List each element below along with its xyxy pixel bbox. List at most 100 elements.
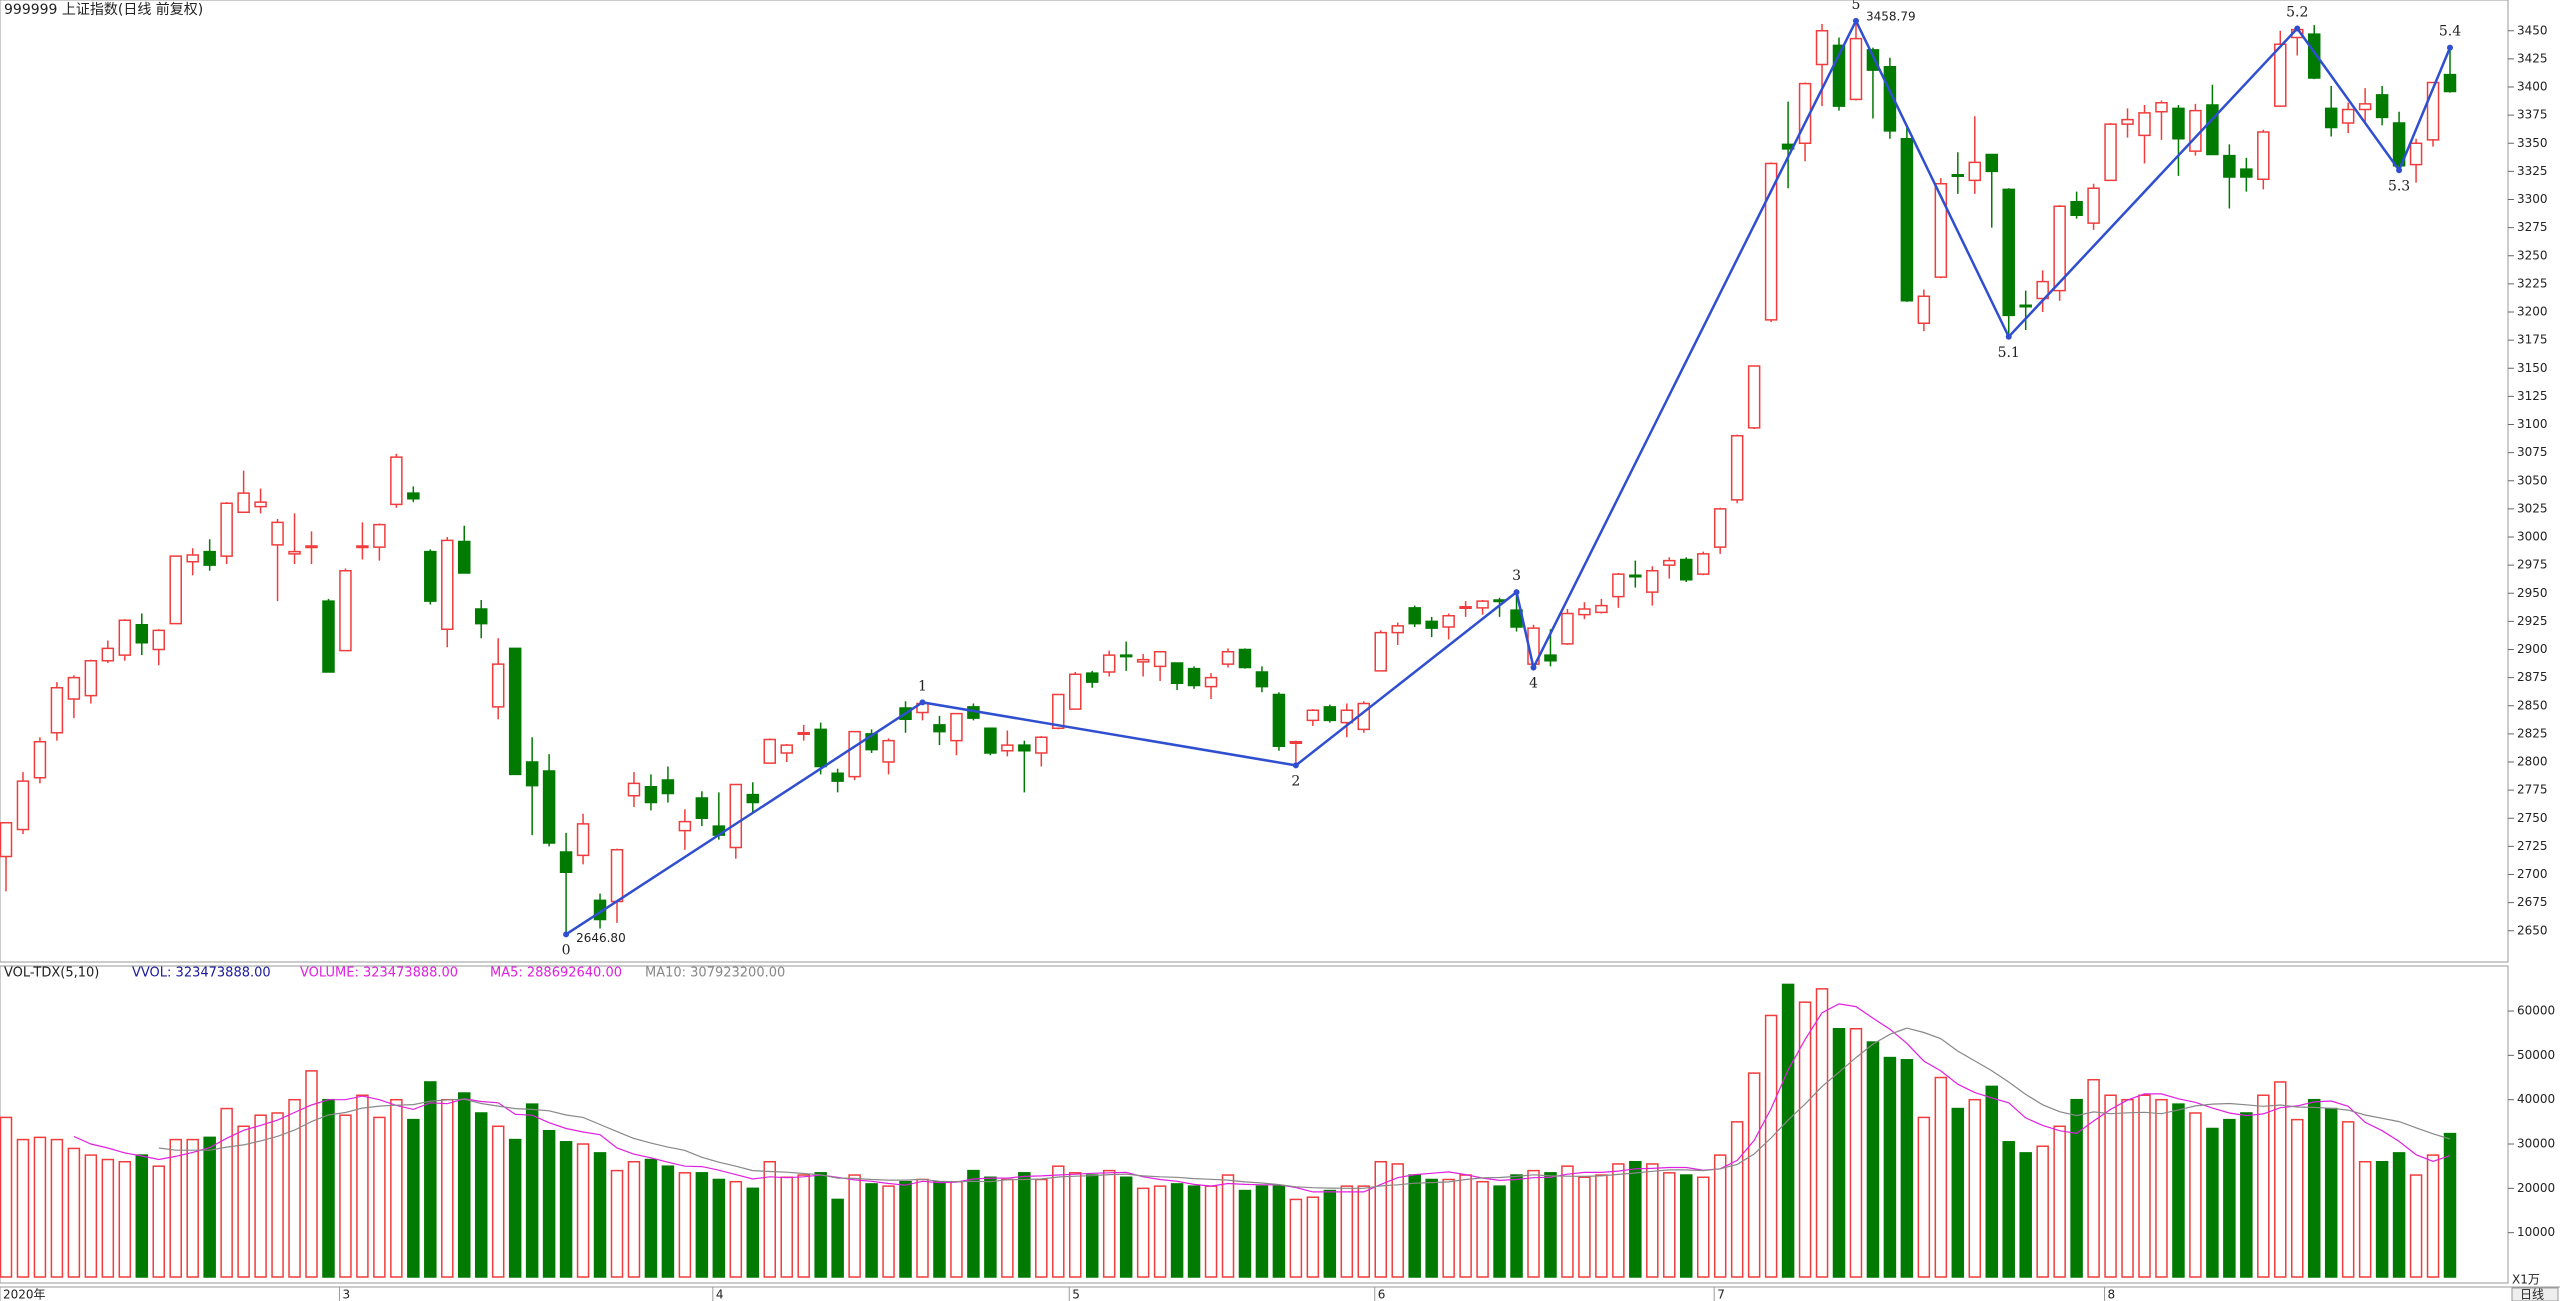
y-tick-label: 3375 xyxy=(2517,108,2548,122)
wave-point xyxy=(2294,25,2301,32)
wave-point xyxy=(1513,589,1520,596)
candle-body xyxy=(1204,676,1218,688)
volume-bar xyxy=(2307,1098,2321,1278)
volume-bar xyxy=(390,1098,403,1278)
candle-body xyxy=(186,554,199,563)
candle-body xyxy=(441,539,454,630)
volume-bar xyxy=(1832,1028,1846,1278)
volume-bar xyxy=(1493,1185,1506,1278)
volume-bar xyxy=(2223,1118,2236,1278)
volume-bar xyxy=(1985,1085,1998,1278)
y-tick-label: 2900 xyxy=(2517,642,2548,656)
candle-body xyxy=(0,822,13,858)
candle-body xyxy=(1917,295,1931,324)
candle-body xyxy=(491,663,505,708)
volume-bar xyxy=(712,1178,726,1278)
volume-bar xyxy=(2358,1160,2372,1278)
candle-body xyxy=(1900,138,1914,302)
volume-bar xyxy=(763,1160,776,1278)
candle-body xyxy=(1476,600,1489,609)
volume-bar xyxy=(1968,1098,1982,1278)
volume-bar xyxy=(339,1114,352,1278)
candle-body xyxy=(220,502,233,557)
candle-body xyxy=(831,772,844,782)
y-tick-label: 2650 xyxy=(2517,923,2548,937)
candle-body xyxy=(1951,174,1965,177)
wave-label: 3 xyxy=(1512,568,1521,584)
candle-body xyxy=(2172,107,2185,140)
volume-tick-label: 30000 xyxy=(2517,1137,2555,1151)
candle-body xyxy=(2070,201,2083,216)
volume-bar xyxy=(2426,1154,2440,1278)
volume-bar xyxy=(186,1138,199,1278)
volume-bar xyxy=(2019,1152,2032,1278)
volume-bar xyxy=(559,1141,573,1278)
candle-body xyxy=(1102,654,1116,673)
candle-body xyxy=(1595,604,1608,614)
wave-point xyxy=(919,699,926,706)
volume-bar xyxy=(441,1098,454,1278)
volume-bar xyxy=(1408,1174,1421,1278)
volume-bar xyxy=(118,1160,132,1278)
candle-body xyxy=(2121,118,2134,125)
ma5-label: MA5: 288692640.00 xyxy=(490,966,622,981)
volume-bar xyxy=(865,1183,878,1278)
candle-body xyxy=(848,730,861,778)
volume-bar xyxy=(1052,1165,1065,1278)
candle-body xyxy=(50,687,64,734)
x-tick-label: 5 xyxy=(1072,1288,1080,1301)
y-tick-label: 3200 xyxy=(2517,305,2548,319)
x-tick-label: 6 xyxy=(1378,1288,1386,1301)
candle-body xyxy=(610,849,624,903)
candle-body xyxy=(2019,304,2032,308)
candle-body xyxy=(356,545,369,549)
volume-bar xyxy=(0,1116,13,1278)
candle-body xyxy=(1035,736,1048,754)
volume-bar xyxy=(1374,1160,1387,1278)
candle-body xyxy=(1561,612,1574,645)
wave-label: 0 xyxy=(562,942,571,958)
y-tick-label: 3400 xyxy=(2517,80,2548,94)
volume-bar xyxy=(220,1107,233,1278)
volume-bar xyxy=(1289,1198,1303,1278)
y-tick-label: 3325 xyxy=(2517,164,2548,178)
volume-bar xyxy=(1781,983,1795,1278)
volume-bar xyxy=(542,1129,556,1278)
period-label[interactable]: 日线 xyxy=(2520,1288,2544,1301)
volume-bar xyxy=(135,1154,149,1278)
volume-bar xyxy=(474,1112,488,1278)
candle-body xyxy=(2341,108,2355,124)
candle-body xyxy=(1713,508,1727,548)
volume-bar xyxy=(1900,1059,1914,1278)
candle-body xyxy=(797,732,810,735)
volume-bar xyxy=(2257,1094,2270,1278)
volume-bar xyxy=(1391,1163,1404,1278)
period-tab[interactable] xyxy=(2511,1287,2559,1301)
candle-body xyxy=(2240,168,2253,178)
wave-label: 5.1 xyxy=(1998,345,2020,361)
volume-bar xyxy=(1866,1041,1880,1278)
candle-body xyxy=(542,770,556,844)
candle-body xyxy=(254,501,267,508)
volume-bar xyxy=(644,1158,658,1278)
volume-bar xyxy=(1001,1178,1014,1278)
volume-bar xyxy=(152,1165,165,1278)
volume-bar xyxy=(1425,1178,1438,1278)
volume-bar xyxy=(508,1138,522,1278)
volume-bar xyxy=(1561,1165,1574,1278)
price-panel xyxy=(0,0,2509,963)
candle-body xyxy=(627,782,641,797)
volume-bar xyxy=(2291,1118,2304,1278)
candle-body xyxy=(1985,153,1998,173)
candle-body xyxy=(1187,667,1201,687)
candle-body xyxy=(203,550,216,566)
volume-bar xyxy=(525,1103,539,1278)
y-tick-label: 3225 xyxy=(2517,276,2548,290)
volume-bar xyxy=(1102,1169,1116,1278)
volume-bar xyxy=(50,1138,64,1278)
candle-body xyxy=(1663,559,1676,566)
volume-bar xyxy=(491,1125,505,1278)
candle-body xyxy=(1391,625,1404,634)
